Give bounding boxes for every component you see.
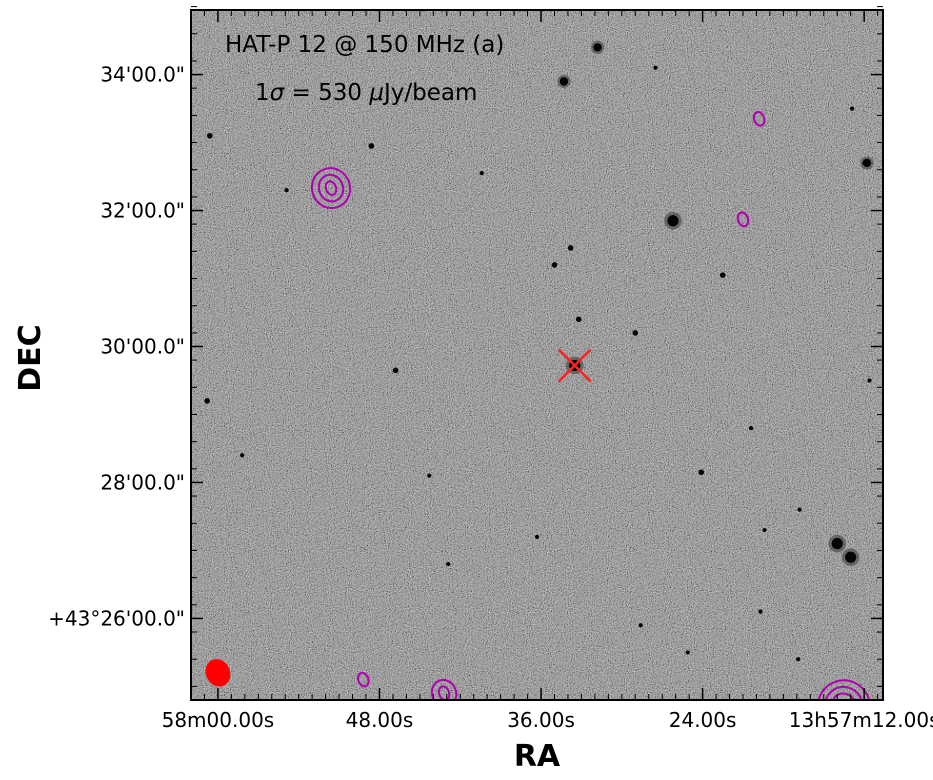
source-point [845,551,857,563]
annotation-noise-sigma: σ [270,80,286,106]
source-point [638,623,643,628]
source-point [867,378,872,383]
source-point [593,43,602,52]
x-tick-label: 58m00.00s [162,708,275,732]
annotation-noise-prefix: 1 [255,80,270,106]
source-point [698,469,705,476]
image-noise [191,10,883,700]
plot-frame [190,9,884,701]
source-point [284,188,289,193]
source-point [551,262,558,268]
beam-ellipse [205,659,231,687]
source-point [762,527,767,533]
x-tick-label: 24.00s [669,708,737,732]
image-panel [191,10,883,700]
source-point [207,132,213,139]
contour-level [357,671,370,688]
source-point [831,538,843,550]
contour-level [430,678,458,700]
source-point [862,158,872,168]
source-point [240,453,245,458]
target-markers [205,348,592,687]
source-point [567,245,574,251]
source-point [204,398,210,404]
annotation-noise-eq: = 530 [284,80,369,106]
contour-level [317,173,345,203]
source-point [719,272,726,278]
source-point [797,507,802,512]
source-point [575,316,582,323]
source-point [368,143,375,149]
source-point [392,367,399,374]
x-tick-label: 36.00s [507,708,575,732]
target-cross-line-b [557,348,592,383]
source-point [849,106,855,111]
contour-level [830,692,858,700]
source-point [479,171,484,176]
annotation-title: HAT-P 12 @ 150 MHz (a) [225,32,504,58]
source-point [667,215,679,227]
source-point [446,561,451,567]
contour-level [310,167,352,209]
contour-level [823,685,865,700]
source-point [685,650,690,655]
annotation-noise-unit: Jy/beam [382,80,477,106]
y-tick-labels: 34'00.0" 32'00.0" 30'00.0" 28'00.0" +43°26'0… [48,63,185,631]
contour-level [816,679,872,700]
y-tick-label: 32'00.0" [100,199,185,223]
radio-contours [310,110,872,700]
contour-level [752,110,766,127]
contour-level [324,180,338,196]
y-axis-title: DEC [13,324,48,391]
source-point [632,330,639,336]
y-tick-label: 28'00.0" [100,470,185,494]
contour-level [736,211,750,228]
source-point [559,77,569,86]
source-point [653,65,658,70]
x-tick-label: 13h57m12.00s [789,708,933,732]
annotation-noise-mu: μ [368,80,384,106]
y-tick-label: 34'00.0" [100,63,185,87]
source-point [796,657,801,662]
x-tick-labels: 58m00.00s 48.00s 36.00s 24.00s 13h57m12.00s [162,708,933,732]
source-point [758,609,763,614]
source-point [748,425,754,431]
x-tick-label: 48.00s [346,708,414,732]
x-axis-title: RA [514,739,561,774]
point-sources [204,40,874,700]
y-tick-label: +43°26'00.0" [48,606,185,630]
source-point [427,473,432,478]
source-point [534,534,540,539]
annotation-noise: 1σ = 530 μJy/beam [255,80,477,106]
y-tick-label: 30'00.0" [100,335,185,359]
